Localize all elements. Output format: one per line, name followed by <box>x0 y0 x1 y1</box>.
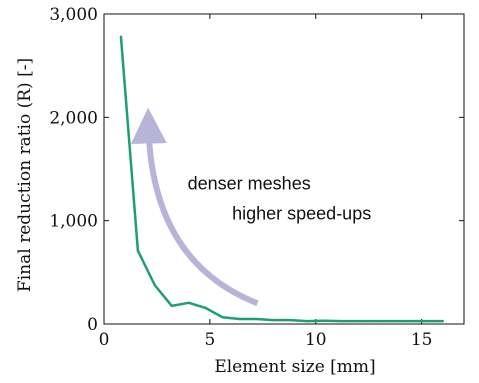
x-axis-title: Element size [mm] <box>214 357 375 377</box>
y-axis-title: Final reduction ratio (R) [-] <box>15 58 35 292</box>
data-point <box>441 319 445 323</box>
x-tick-label: 10 <box>305 330 327 350</box>
data-point <box>136 249 140 252</box>
x-tick-label: 5 <box>204 330 215 350</box>
denser-meshes-arrow <box>130 107 259 307</box>
series-line <box>119 36 443 323</box>
data-point <box>187 301 190 305</box>
data-point <box>289 318 292 322</box>
annotation-higher-speed-ups: higher speed-ups <box>232 204 371 224</box>
data-point <box>373 319 377 323</box>
x-axis: 0 5 10 15 <box>99 14 433 350</box>
y-tick-label: 3,000 <box>49 5 98 25</box>
data-point <box>356 319 360 323</box>
data-point <box>306 319 309 323</box>
data-point <box>390 319 394 323</box>
y-tick-label: 1,000 <box>49 212 98 232</box>
data-point <box>204 306 207 310</box>
y-tick-label: 2,000 <box>49 108 98 128</box>
annotation-denser-meshes: denser meshes <box>188 174 311 194</box>
y-tick-label: 0 <box>87 315 98 335</box>
series-layer <box>119 35 445 323</box>
data-point <box>323 319 326 322</box>
annotations: denser meshes higher speed-ups <box>188 174 372 224</box>
x-tick-label: 0 <box>99 330 110 350</box>
data-point <box>119 35 123 38</box>
data-point <box>221 316 224 319</box>
data-point <box>255 317 258 321</box>
data-point <box>153 284 157 287</box>
data-point <box>170 304 173 308</box>
data-point <box>424 319 428 323</box>
data-point <box>272 318 275 322</box>
data-point <box>407 319 411 323</box>
x-tick-label: 15 <box>411 330 433 350</box>
y-axis: 0 1,000 2,000 3,000 <box>49 5 464 335</box>
data-point <box>339 319 343 323</box>
data-point <box>238 317 241 321</box>
plot-frame <box>103 13 465 325</box>
arrow-path <box>130 107 259 307</box>
